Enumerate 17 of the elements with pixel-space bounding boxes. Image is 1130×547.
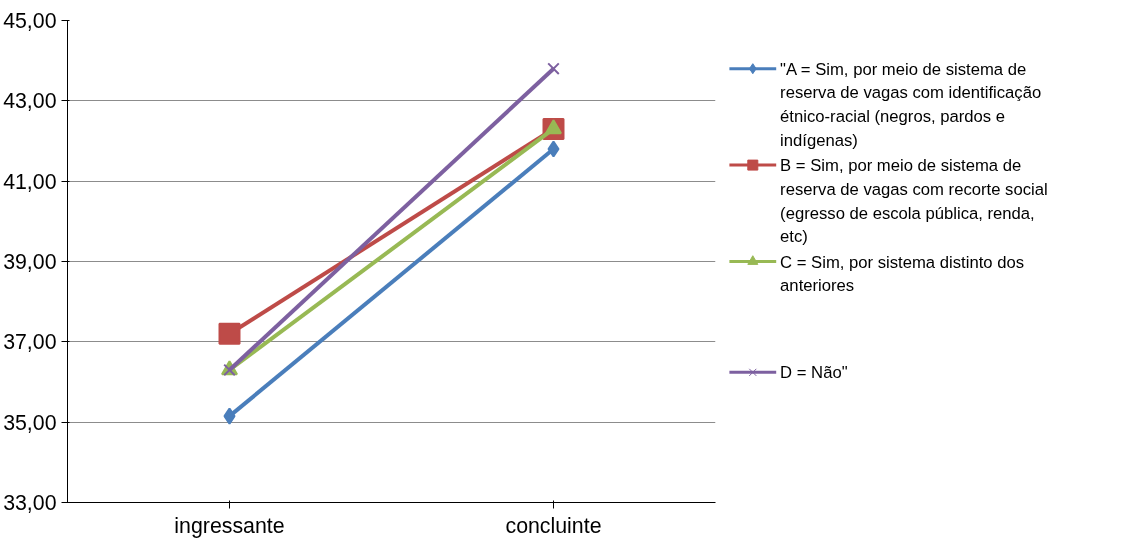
y-tick-label: 33,00 xyxy=(3,491,57,515)
y-tick-label: 39,00 xyxy=(3,250,57,274)
y-tick-label: 37,00 xyxy=(3,330,57,355)
y-tick-label: 41,00 xyxy=(3,169,57,194)
legend-label: B = Sim, por meio de sistema de reserva de vagas com recorte social (egresso de escola pública, renda, etc) xyxy=(780,156,1048,247)
legend-label: "A = Sim, por meio de sistema de reserva de vagas com identificação étnico-racial (negros, pardos e indígenas) xyxy=(780,59,1042,150)
point xyxy=(218,322,241,345)
legend-label: D = Não" xyxy=(780,363,848,383)
point xyxy=(547,140,560,158)
legend-label: C = Sim, por sistema distinto dos anteriores xyxy=(780,252,1025,296)
y-tick-label: 35,00 xyxy=(3,410,57,435)
point xyxy=(547,62,560,75)
x-tick-label: concluinte xyxy=(505,513,602,538)
point xyxy=(223,407,236,425)
x-tick-label: ingressante xyxy=(174,513,285,538)
y-tick-label: 45,00 xyxy=(3,9,57,33)
y-tick-label: 43,00 xyxy=(3,89,57,114)
